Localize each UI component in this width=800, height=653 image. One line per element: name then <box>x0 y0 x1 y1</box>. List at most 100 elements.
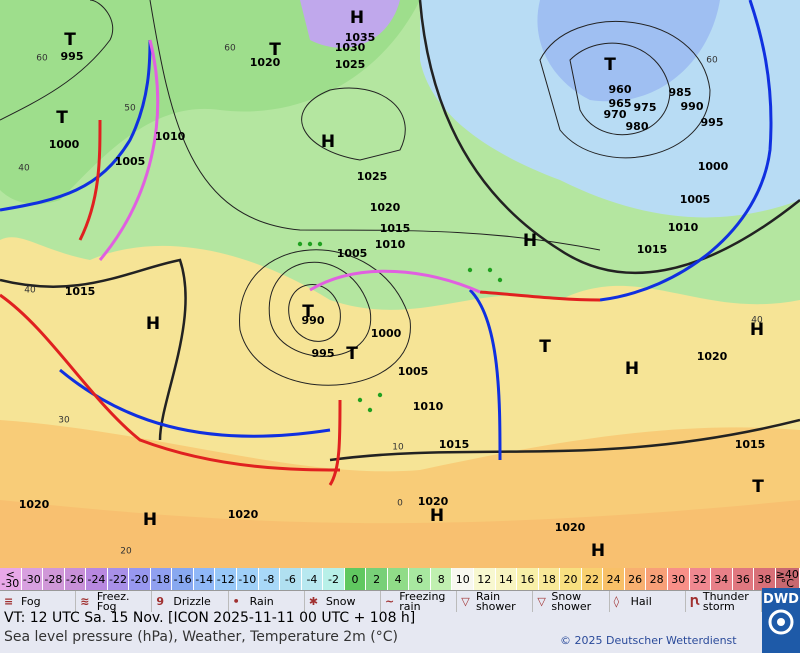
scale-unit: °C <box>780 577 794 590</box>
legend-item: Ꞃ Thunder storm <box>686 589 763 613</box>
scale-cell: -30 <box>21 568 44 590</box>
isobar-label: 1010 <box>155 130 186 143</box>
hot-zone <box>0 500 800 568</box>
isobar-label: 995 <box>312 347 335 360</box>
scale-cell: 32 <box>689 568 712 590</box>
logo: DWD <box>762 588 800 653</box>
weather-legend: ≡ Fog ≋ Freez. Fog 9 Drizzle • Rain ✱ Snow ~ Freezi… <box>0 589 763 613</box>
copyright: © 2025 Deutscher Wetterdienst <box>560 634 737 647</box>
isobar-label: 1020 <box>370 201 401 214</box>
scale-cell: 14 <box>495 568 518 590</box>
legend-label: Snow shower <box>551 589 592 613</box>
legend-icon: Ꞃ <box>689 594 700 608</box>
legend-icon: ◊ <box>613 594 620 608</box>
legend-item: ✱ Snow <box>305 591 382 612</box>
pressure-system: H <box>350 8 364 28</box>
isobar-label: 1035 <box>345 31 376 44</box>
grid-label: 60 <box>224 44 236 54</box>
warm-front <box>479 290 601 302</box>
legend-icon: 9 <box>156 594 165 608</box>
isobar-label: 1020 <box>250 56 281 69</box>
isobar-label: 1010 <box>375 238 406 251</box>
legend-label: Hail <box>630 594 652 608</box>
scale-cell: 34 <box>711 568 733 590</box>
scale-cell: -14 <box>193 568 216 590</box>
scale-cell: -20 <box>129 568 151 590</box>
legend-icon: ✱ <box>308 594 319 608</box>
cool-zone <box>0 0 420 205</box>
isobar <box>539 20 711 159</box>
scale-cell: -10 <box>237 568 259 590</box>
grid-label: 60 <box>36 54 48 64</box>
scale-cell: 10 <box>452 568 475 590</box>
isobar <box>288 284 341 342</box>
isobar-label: 1030 <box>335 41 366 54</box>
pressure-system: H <box>321 132 335 152</box>
isobar <box>569 42 671 136</box>
scale-cell: 24 <box>603 568 625 590</box>
scale-cell: -6 <box>280 568 302 590</box>
very-cold-zone <box>537 0 720 102</box>
legend-item: ◊ Hail <box>610 591 686 612</box>
scale-cell: 2 <box>366 568 388 590</box>
isobar <box>268 261 372 357</box>
legend-label: Snow <box>325 594 356 608</box>
rain-dot <box>297 241 303 247</box>
swirl-ring <box>768 609 794 635</box>
scale-cell: 16 <box>517 568 539 590</box>
grid-label: 10 <box>392 443 404 453</box>
isobars <box>0 0 800 462</box>
legend-icon: ≡ <box>4 594 14 608</box>
legend-label: Rain <box>249 594 274 608</box>
pressure-system: T <box>302 302 314 322</box>
isobar-label: 990 <box>302 314 325 327</box>
cold-front <box>59 368 331 438</box>
isobar-label: 1010 <box>668 221 699 234</box>
scale-cell: 26 <box>624 568 647 590</box>
isobar-label: 990 <box>681 100 704 113</box>
isobar-label: 1005 <box>115 155 146 168</box>
isobar-label: 1015 <box>637 243 668 256</box>
isobar <box>0 0 113 121</box>
legend-item: ~ Freezing rain <box>381 591 458 612</box>
warm-front <box>328 399 342 486</box>
grid-label: 40 <box>18 164 30 174</box>
legend-icon: ~ <box>385 594 395 608</box>
legend-icon: ≋ <box>80 594 90 608</box>
grid-label: 40 <box>24 286 36 296</box>
rain-symbols <box>297 241 503 413</box>
legend-label: Drizzle <box>173 594 211 608</box>
scale-cell: 0 <box>344 568 367 590</box>
warm-front <box>0 293 341 472</box>
pressure-system: T <box>346 344 358 364</box>
legend-label: Thunder storm <box>702 589 749 613</box>
grid-label: 60 <box>706 56 718 66</box>
scale-cell: 30 <box>667 568 690 590</box>
pressure-system: T <box>539 337 551 357</box>
scale-cell: -16 <box>172 568 194 590</box>
scale-cell: -8 <box>258 568 281 590</box>
isobar-label: 985 <box>669 86 692 99</box>
isobar-label: 1010 <box>413 400 444 413</box>
isobar-label: 1025 <box>357 170 388 183</box>
scale-cell: 8 <box>430 568 453 590</box>
scale-cell: -24 <box>86 568 108 590</box>
pressure-system: H <box>430 506 444 526</box>
rain-dot <box>317 241 323 247</box>
pressure-system: H <box>625 359 639 379</box>
frost-zone <box>300 0 400 48</box>
isobar-label: 1020 <box>697 350 728 363</box>
pressure-system: T <box>604 55 616 75</box>
pressure-system: T <box>752 477 764 497</box>
pressure-system: H <box>146 314 160 334</box>
isobar-label: 1020 <box>555 521 586 534</box>
legend-item: ≡ Fog <box>0 591 77 612</box>
scale-cell: 38 <box>754 568 776 590</box>
scale-cell: -22 <box>107 568 130 590</box>
isobar-label: 1015 <box>380 222 411 235</box>
isobar-label: 995 <box>61 50 84 63</box>
isobar-label: 1005 <box>680 193 711 206</box>
subtitle: Sea level pressure (hPa), Weather, Tempe… <box>4 629 398 645</box>
